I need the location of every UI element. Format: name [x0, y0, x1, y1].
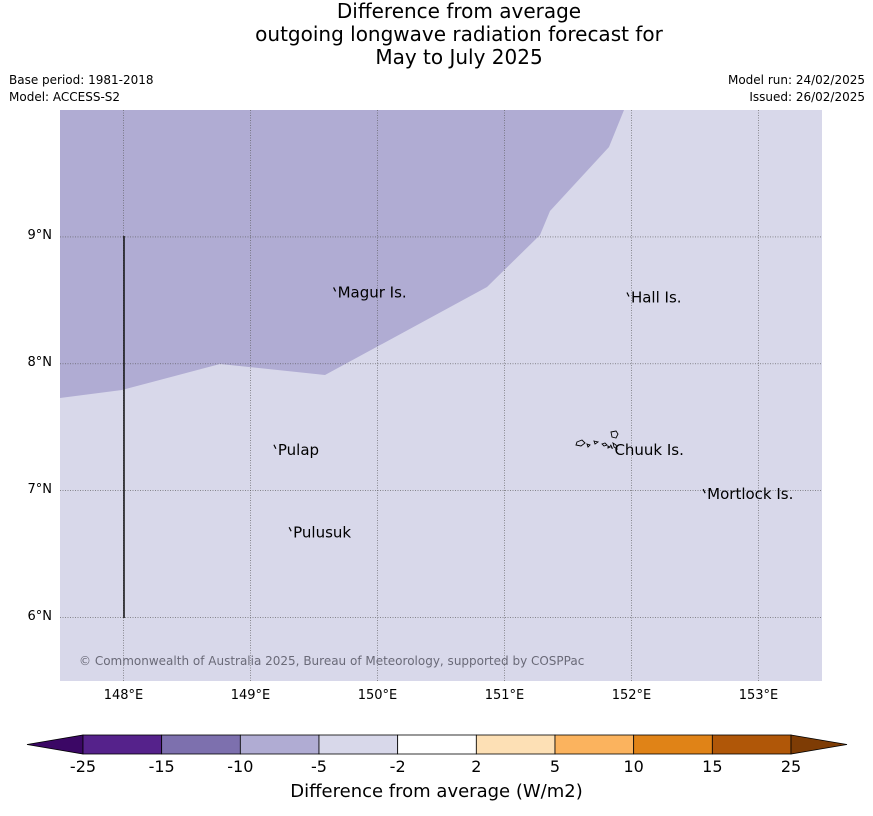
place-marker [288, 527, 292, 532]
colorbar-segment [82, 734, 163, 755]
title-line-3: May to July 2025 [375, 45, 543, 69]
place-marker [609, 444, 613, 450]
lon-tick-label: 151°E [484, 688, 525, 703]
lat-tick-label: 6°N [27, 608, 53, 624]
colorbar-tick-label: -10 [227, 757, 254, 776]
colorbar [26, 734, 848, 755]
place-label: Pulap [278, 441, 319, 459]
colorbar-tick-label: 15 [702, 757, 723, 776]
colorbar-segment [161, 734, 241, 755]
colorbar-segment [239, 734, 320, 755]
place-label: Mortlock Is. [707, 485, 793, 503]
lon-tick-label: 150°E [357, 688, 398, 703]
chuuk-lagoon-islands [575, 430, 619, 451]
map-panel: Magur Is. Hall Is. Pulap Chuuk Is. Mortlock … [60, 110, 822, 681]
colorbar-over-arrow [790, 734, 848, 755]
title-line-1: Difference from average [336, 0, 582, 23]
colorbar-segment [711, 734, 792, 755]
colorbar-tick-label: 25 [780, 757, 802, 776]
colorbar-segment [397, 734, 477, 755]
colorbar-segment [633, 734, 713, 755]
place-marker [626, 292, 630, 297]
colorbar-segment [475, 734, 556, 755]
place-markers: Magur Is. Hall Is. Pulap Chuuk Is. Mortlock … [273, 283, 793, 541]
lat-tick-label: 9°N [27, 227, 53, 243]
place-label: Hall Is. [631, 289, 682, 307]
base-period: Base period: 1981-2018 [9, 73, 154, 87]
model-name: Model: ACCESS-S2 [9, 90, 121, 104]
colorbar-tick-label: -15 [148, 757, 175, 776]
region-moderate-negative [60, 110, 624, 398]
place-label: Chuuk Is. [614, 441, 683, 459]
title-line-2: outgoing longwave radiation forecast for [255, 22, 663, 46]
lat-tick-label: 8°N [27, 354, 53, 370]
place-marker [273, 444, 277, 450]
colorbar-tick-label: -5 [311, 757, 327, 776]
colorbar-tick-label: 10 [623, 757, 644, 776]
copyright-notice: © Commonwealth of Australia 2025, Bureau… [79, 654, 584, 668]
place-label: Magur Is. [338, 283, 407, 301]
colorbar-tick-label: -2 [389, 757, 406, 776]
colorbar-segment [554, 734, 635, 755]
place-label: Pulusuk [293, 523, 351, 541]
place-marker [702, 488, 706, 494]
lon-tick-label: 153°E [738, 688, 779, 703]
issued-date: Issued: 26/02/2025 [749, 90, 865, 104]
lon-tick-label: 148°E [103, 688, 144, 703]
lon-tick-label: 149°E [230, 688, 271, 703]
model-run-date: Model run: 24/02/2025 [727, 73, 865, 87]
colorbar-under-arrow [26, 734, 84, 755]
colorbar-title: Difference from average (W/m2) [290, 781, 583, 802]
place-marker [333, 287, 337, 292]
colorbar-tick-label: 2 [471, 757, 482, 776]
colorbar-segment [318, 734, 399, 755]
colorbar-tick-label: 5 [549, 757, 561, 776]
lat-tick-label: 7°N [27, 481, 53, 497]
colorbar-tick-label: -25 [69, 757, 97, 776]
lon-tick-label: 152°E [611, 688, 652, 703]
